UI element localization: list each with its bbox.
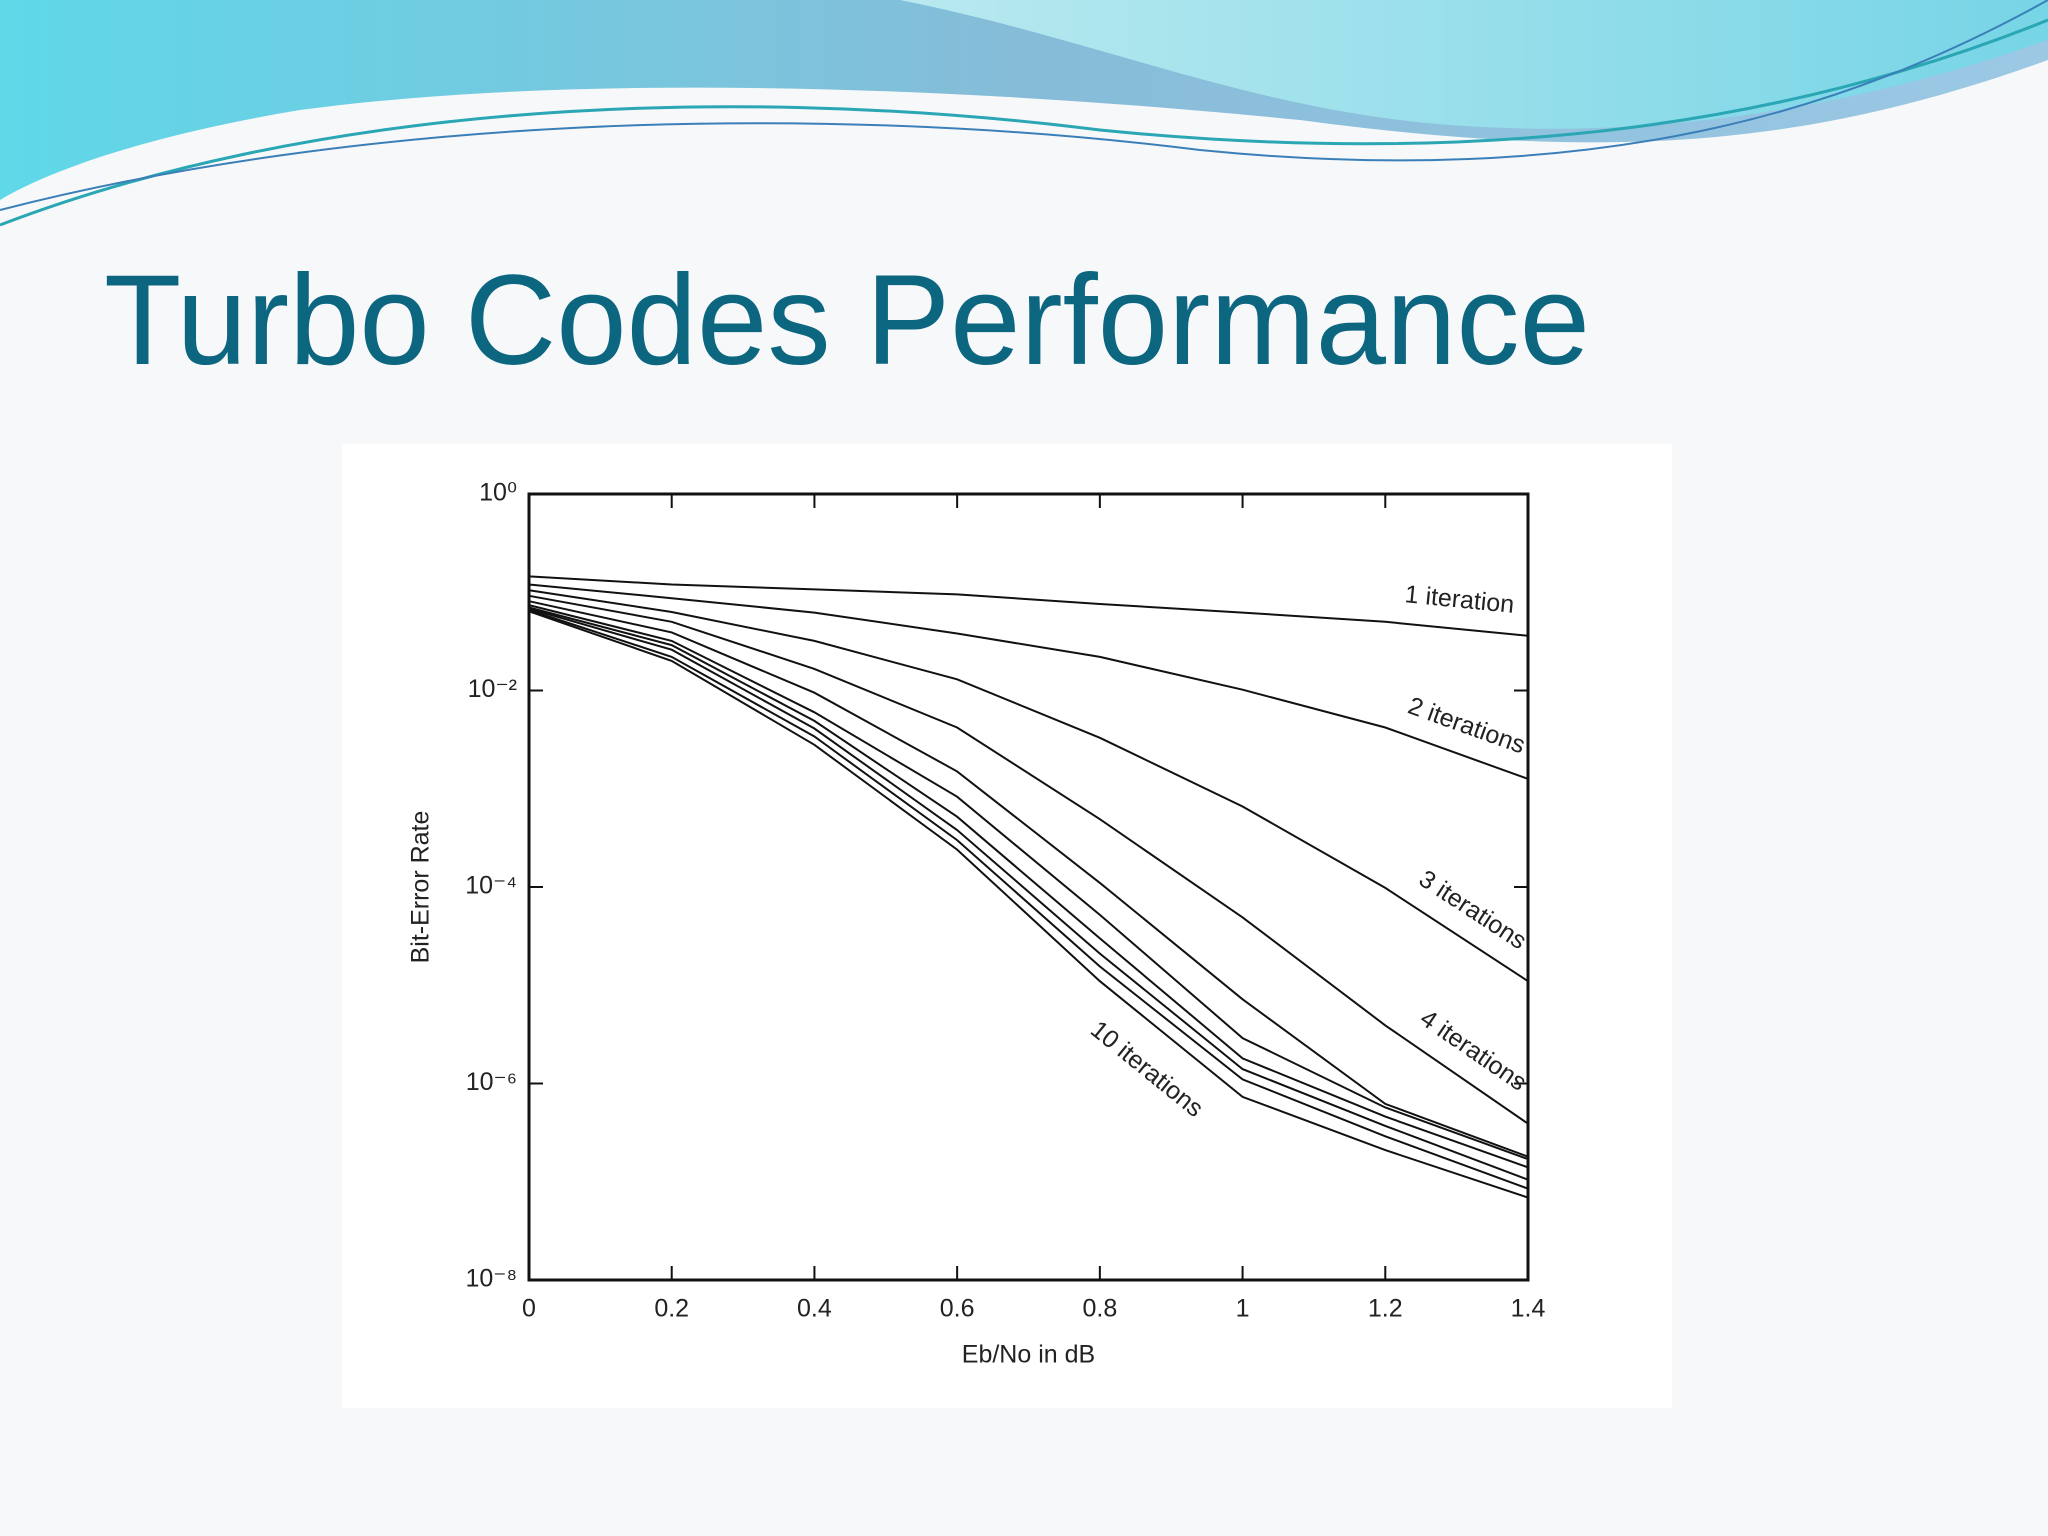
x-axis-label: Eb/No in dB	[962, 1341, 1095, 1369]
series-line	[528, 575, 1529, 637]
x-tick-label: 1.2	[1368, 1295, 1403, 1323]
series-line	[528, 607, 1529, 1181]
y-axis-label: Bit-Error Rate	[407, 811, 435, 964]
series-line	[528, 604, 1529, 1161]
y-tick-label: 10⁻²	[468, 675, 517, 703]
series-line	[528, 589, 1529, 983]
x-tick-label: 0.4	[797, 1295, 832, 1323]
y-tick-label: 10⁻⁸	[465, 1265, 517, 1293]
x-tick-label: 1	[1236, 1295, 1250, 1323]
x-tick-label: 0.2	[654, 1295, 689, 1323]
series-line	[528, 594, 1529, 1125]
slide-title: Turbo Codes Performance	[104, 249, 1590, 392]
series-line	[528, 600, 1529, 1158]
y-tick-label: 10⁰	[479, 479, 517, 507]
chart-panel	[342, 444, 1672, 1408]
series-line	[528, 609, 1529, 1190]
series-line	[528, 583, 1529, 780]
series-line	[528, 610, 1529, 1199]
decor-waves	[0, 0, 2048, 227]
y-tick-label: 10⁻⁴	[465, 872, 517, 900]
x-tick-label: 0.8	[1082, 1295, 1117, 1323]
x-tick-label: 1.4	[1511, 1295, 1546, 1323]
y-tick-label: 10⁻⁶	[466, 1068, 517, 1096]
series-line	[528, 606, 1529, 1169]
x-tick-label: 0.6	[940, 1295, 975, 1323]
x-tick-label: 0	[522, 1295, 536, 1323]
